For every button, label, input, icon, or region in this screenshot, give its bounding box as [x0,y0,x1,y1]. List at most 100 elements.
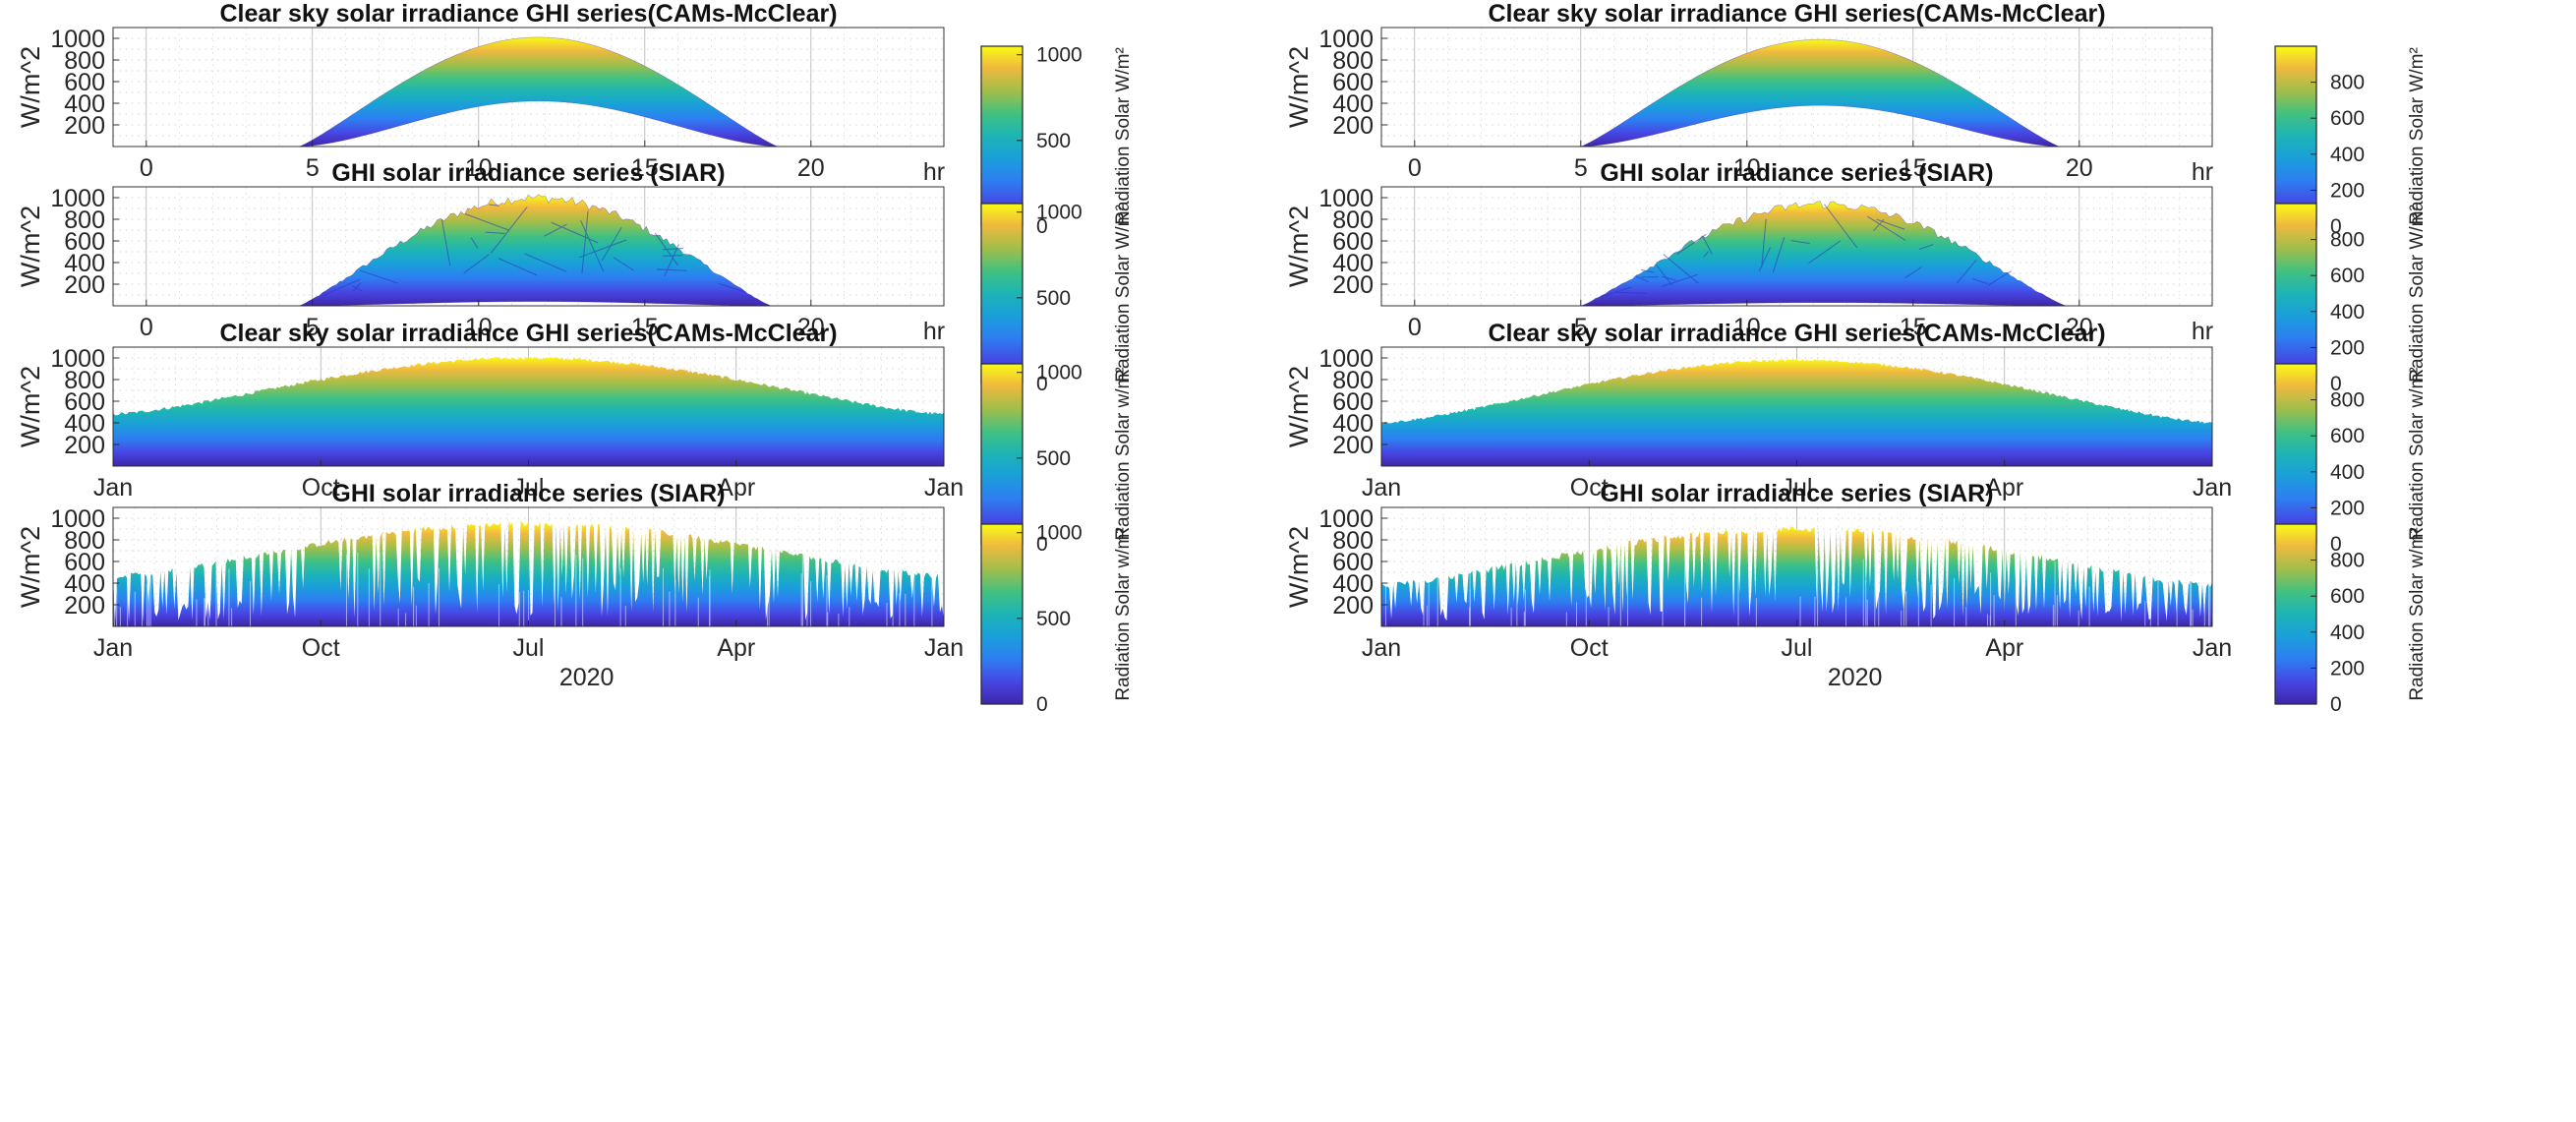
chart-text-l4: GHI solar irradiance series (SIAR) W/m^2 2… [16,480,964,691]
mesh-line [664,244,679,277]
colorbar-tick-label: 800 [2330,389,2365,412]
x-tick-label: 20 [797,314,825,341]
colorbar-tick-label: 0 [1036,373,1048,395]
y-tick-label: 1000 [50,185,105,212]
surface-mesh [322,204,747,296]
colorbar: 0 500 1000 Radiation Solar w/m² [980,522,1134,716]
axes-box [1380,27,2213,148]
x-tick-label: 10 [1733,154,1761,182]
chart-panel-l1 [112,27,945,148]
colorbar-label: Radiation Solar w/m² [1113,367,1134,540]
mesh-line [1662,275,1676,281]
chart-panel-r3 [1380,346,2213,467]
x-axis-unit: hr [2192,158,2213,186]
y-tick-label: 800 [64,527,105,555]
mesh-line [465,213,509,231]
chart-panel-r2 [1380,186,2213,307]
mesh-line [1876,218,1905,230]
y-tick-label: 800 [1332,527,1374,555]
colorbar-label: Radiation Solar W/m² [2407,47,2428,225]
colorbar-tick-label: 600 [2330,265,2365,287]
mesh-line [1656,264,1672,286]
y-tick-label: 600 [1332,388,1374,416]
chart-text-r1: Clear sky solar irradiance GHI series(CA… [1284,0,2213,186]
chart-title: Clear sky solar irradiance GHI series(CA… [219,320,837,347]
x-tick-label: 0 [1408,314,1422,341]
colorbar-tick-label: 800 [2330,72,2365,94]
mesh-line [656,268,687,271]
chart-text-l1: Clear sky solar irradiance GHI series(CA… [16,0,945,186]
x-tick-label: Oct [1570,474,1609,502]
x-tick-label: 5 [306,154,320,182]
mesh-line [1702,236,1713,255]
mesh-line [1663,254,1699,284]
y-tick-label: 1000 [1318,345,1374,373]
x-tick-label: 5 [1574,314,1588,341]
mesh-line [351,284,364,292]
colorbar-gradient [2274,523,2317,705]
y-tick-label: 200 [1332,112,1374,140]
mesh-line [663,255,682,257]
y-tick-label: 800 [64,207,105,234]
y-axis-label: W/m^2 [1284,366,1314,447]
mesh-line [717,282,747,293]
colorbar-tick-label: 0 [2330,373,2342,395]
colorbar-tick-label: 600 [2330,425,2365,447]
data-surface [113,521,944,626]
y-tick-label: 200 [1332,592,1374,620]
chart-text-l2: GHI solar irradiance series (SIAR) W/m^2 2… [16,159,945,345]
x-tick-label: Jan [924,474,964,502]
mesh-line [485,231,505,234]
colorbar-label: Radiation Solar w/m² [2407,367,2428,540]
mesh-line [489,204,499,207]
x-axis-year: 2020 [1828,664,1883,691]
colorbar: 0 200 400 600 800 Radiation Solar w/m² [2274,363,2428,556]
y-tick-label: 200 [1332,432,1374,459]
chart-text-r2: GHI solar irradiance series (SIAR) W/m^2 2… [1284,159,2213,345]
surface-mesh [1594,204,2012,300]
mesh-line [498,258,538,276]
x-tick-label: 15 [1900,154,1927,182]
y-tick-label: 400 [64,250,105,277]
mesh-line [1957,260,1977,284]
x-tick-label: Jan [93,634,133,662]
chart-title: Clear sky solar irradiance GHI series(CA… [1488,320,2105,347]
colorbar-tick-label: 0 [1036,533,1048,556]
y-tick-label: 400 [1332,90,1374,118]
mesh-line [654,232,679,266]
colorbar-label: Radiation Solar W/m² [1113,47,1134,225]
y-tick-label: 800 [64,367,105,394]
chart-title: Clear sky solar irradiance GHI series(CA… [219,0,837,28]
axes-box [112,27,945,148]
mesh-line [1824,204,1858,249]
colorbar-gradient [2274,45,2317,227]
x-tick-label: Apr [1985,474,2023,502]
y-tick-label: 600 [64,228,105,256]
x-tick-label: 15 [631,314,659,341]
x-tick-label: Oct [302,474,340,502]
colorbar-tick-label: 400 [2330,301,2365,324]
y-tick-label: 600 [1332,69,1374,96]
chart-panel-r4 [1380,506,2213,627]
mesh-line [544,223,567,237]
x-tick-label: Jan [1362,634,1401,662]
colorbar-tick-label: 500 [1036,608,1071,630]
mesh-line [580,219,605,272]
x-tick-label: 0 [140,154,153,182]
y-axis-label: W/m^2 [16,366,45,447]
y-tick-label: 800 [64,47,105,75]
colorbar-tick-label: 800 [2330,229,2365,252]
y-tick-label: 200 [1332,271,1374,299]
mesh-line [1594,286,1632,300]
x-tick-label: 20 [2066,154,2093,182]
mesh-line [490,207,528,254]
y-tick-label: 600 [64,69,105,96]
y-axis-label: W/m^2 [16,526,45,608]
mesh-line [1703,251,1709,258]
surface-streaks [113,552,933,626]
x-tick-label: Jan [2193,634,2232,662]
mesh-line [470,237,479,249]
x-tick-label: 15 [1900,314,1927,341]
mesh-line [1772,236,1786,273]
colorbar-label: Radiation Solar w/m² [1113,527,1134,700]
